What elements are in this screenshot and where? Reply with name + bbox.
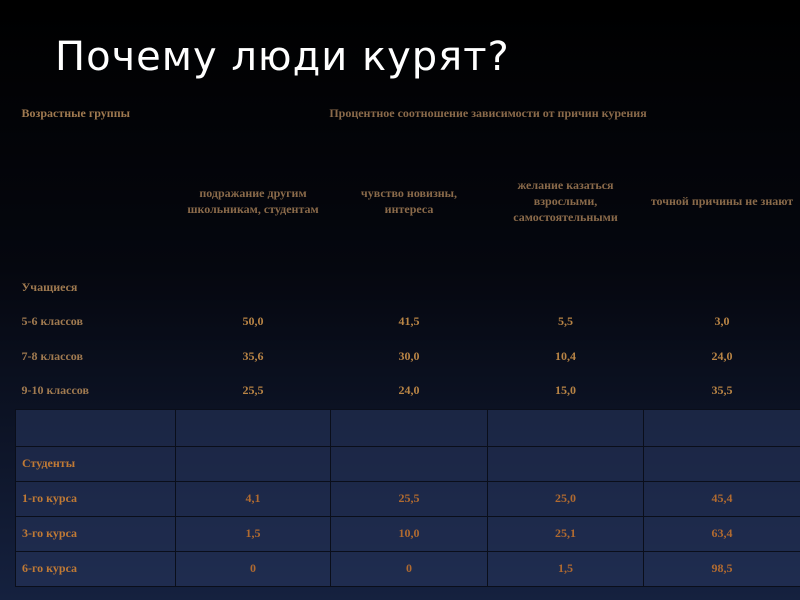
data-row: 7-8 классов 35,6 30,0 10,4 24,0: [16, 339, 800, 373]
value-cell: 24,0: [398, 383, 420, 398]
empty-cell: [175, 445, 331, 482]
empty-cell: [176, 271, 800, 303]
value-cell: 25,5: [242, 383, 264, 398]
value-cell: 5,5: [558, 313, 573, 328]
value-cell: 45,4: [642, 480, 800, 517]
empty-cell: [16, 131, 176, 271]
data-row: 3-го курса 1,5 10,0 25,1 63,4: [15, 515, 800, 552]
empty-cell: [330, 408, 488, 447]
row-label: 7-8 классов: [21, 348, 83, 363]
group-label: Студенты: [15, 445, 176, 482]
header-cell: Возрастные группы: [21, 105, 131, 120]
value-cell: 0: [330, 550, 488, 587]
row-label: 1-го курса: [15, 480, 176, 517]
header-cell: Процентное соотношение зависимости от пр…: [329, 106, 647, 120]
row-label: 9-10 классов: [21, 383, 89, 398]
value-cell: 25,0: [487, 480, 644, 517]
value-cell: 30,0: [398, 348, 420, 363]
row-label: 3-го курса: [15, 515, 176, 552]
row-label: 6-го курса: [15, 550, 176, 587]
group-label: Учащиеся: [21, 279, 78, 294]
data-row: 5-6 классов 50,0 41,5 5,5 3,0: [16, 303, 800, 339]
group-row: Учащиеся: [16, 271, 800, 303]
empty-cell: [15, 408, 176, 447]
value-cell: 1,5: [487, 550, 644, 587]
data-table: Возрастные группы Процентное соотношение …: [15, 95, 800, 587]
value-cell: 98,5: [642, 550, 800, 587]
value-cell: 3,0: [714, 313, 730, 328]
empty-cell: [330, 445, 488, 482]
subheader-row: подражание другим школьникам, студентам ч…: [16, 131, 800, 271]
header-row: Возрастные группы Процентное соотношение …: [16, 95, 800, 131]
spacer-row: [15, 408, 800, 447]
empty-cell: [642, 445, 800, 482]
value-cell: 0: [175, 550, 331, 587]
empty-cell: [642, 408, 800, 447]
row-label: 5-6 классов: [21, 313, 83, 328]
data-row: 9-10 классов 25,5 24,0 15,0 35,5: [16, 373, 800, 409]
value-cell: 35,5: [711, 383, 733, 398]
value-cell: 63,4: [642, 515, 800, 552]
value-cell: 10,0: [330, 515, 488, 552]
column-header: желание казаться взрослыми, самостоятель…: [513, 178, 618, 224]
data-row: 6-го курса 0 0 1,5 98,5: [15, 550, 800, 587]
value-cell: 50,0: [242, 313, 264, 328]
value-cell: 35,6: [242, 348, 264, 363]
value-cell: 10,4: [555, 348, 576, 363]
column-header: подражание другим школьникам, студентам: [187, 186, 319, 216]
column-header: точной причины не знают: [650, 194, 794, 208]
empty-cell: [487, 408, 644, 447]
slide-title: Почему люди курят?: [55, 34, 510, 80]
value-cell: 15,0: [555, 383, 576, 398]
value-cell: 41,5: [398, 313, 420, 328]
value-cell: 24,0: [711, 348, 733, 363]
value-cell: 4,1: [175, 480, 331, 517]
value-cell: 25,5: [330, 480, 488, 517]
group-row: Студенты: [15, 445, 800, 482]
column-header: чувство новизны, интереса: [360, 186, 458, 216]
value-cell: 25,1: [487, 515, 644, 552]
empty-cell: [175, 408, 331, 447]
data-row: 1-го курса 4,1 25,5 25,0 45,4: [15, 480, 800, 517]
value-cell: 1,5: [175, 515, 331, 552]
empty-cell: [487, 445, 644, 482]
